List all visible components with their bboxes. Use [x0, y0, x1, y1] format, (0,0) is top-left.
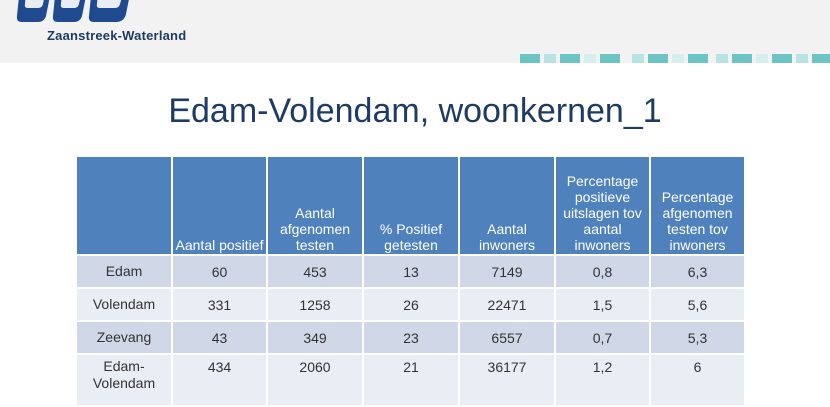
table-cell: 2060 [266, 353, 364, 407]
table-cell: 36177 [458, 353, 556, 407]
column-header: % Positief getesten [362, 155, 460, 256]
table-cell: 6 [649, 353, 746, 407]
table-cell: 7149 [458, 254, 556, 289]
table-cell: 6557 [458, 320, 556, 355]
table-cell: 1,2 [554, 353, 651, 407]
table-cell: 5,3 [649, 320, 746, 355]
table-cell: 1,5 [554, 287, 651, 322]
table-cell: 23 [362, 320, 460, 355]
table-cell: 13 [362, 254, 460, 289]
organization-name: Zaanstreek-Waterland [47, 28, 187, 43]
table-cell: 1258 [266, 287, 364, 322]
column-header: Aantal positief [171, 155, 268, 256]
row-label: Zeevang [75, 320, 173, 355]
slide-title: Edam-Volendam, woonkernen_1 [168, 92, 662, 130]
table-cell: 26 [362, 287, 460, 322]
row-label: Edam-Volendam [75, 353, 173, 407]
table-cell: 453 [266, 254, 364, 289]
data-table: Aantal positief Aantal afgenomen testen … [75, 155, 746, 407]
table-cell: 43 [171, 320, 268, 355]
table-row: Edam-Volendam 434 2060 21 36177 1,2 6 [75, 353, 746, 407]
column-header: Percentage positieve uitslagen tov aanta… [554, 155, 651, 256]
table-cell: 22471 [458, 287, 556, 322]
decorative-squares [520, 54, 830, 63]
table-cell: 349 [266, 320, 364, 355]
header-banner: Zaanstreek-Waterland [0, 0, 830, 63]
table-cell: 60 [171, 254, 268, 289]
table-cell: 0,7 [554, 320, 651, 355]
table-cell: 0,8 [554, 254, 651, 289]
table-cell: 6,3 [649, 254, 746, 289]
column-header: Aantal afgenomen testen [266, 155, 364, 256]
ggd-logo [16, 0, 129, 22]
table-cell: 331 [171, 287, 268, 322]
row-label: Volendam [75, 287, 173, 322]
column-header: Percentage afgenomen testen tov inwoners [649, 155, 746, 256]
row-label: Edam [75, 254, 173, 289]
table-cell: 21 [362, 353, 460, 407]
table-cell: 5,6 [649, 287, 746, 322]
table-cell: 434 [171, 353, 268, 407]
column-header: Aantal inwoners [458, 155, 556, 256]
table-row: Zeevang 43 349 23 6557 0,7 5,3 [75, 320, 746, 355]
table-row: Volendam 331 1258 26 22471 1,5 5,6 [75, 287, 746, 322]
column-header [75, 155, 173, 256]
table-header-row: Aantal positief Aantal afgenomen testen … [75, 155, 746, 256]
table-row: Edam 60 453 13 7149 0,8 6,3 [75, 254, 746, 289]
